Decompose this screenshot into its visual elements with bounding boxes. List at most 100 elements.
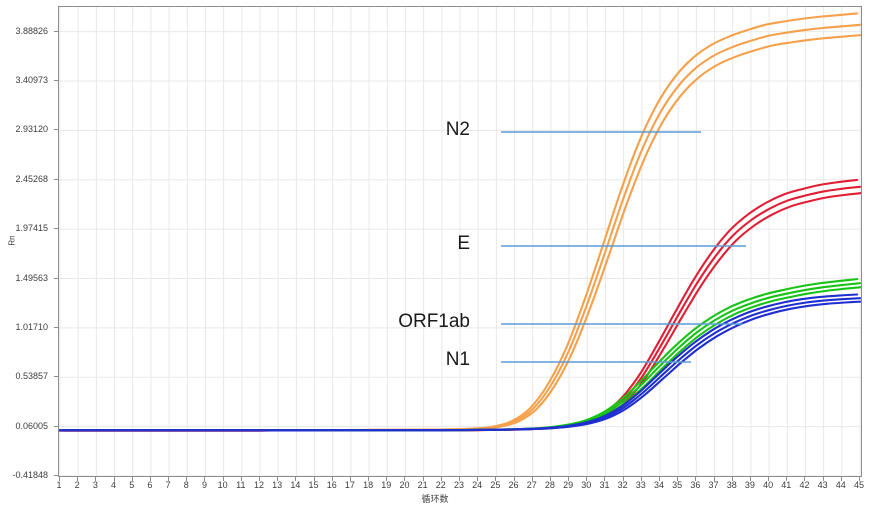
y-tick-mark: [54, 475, 59, 476]
x-tick-mark: [822, 477, 824, 481]
x-tick-label: 42: [799, 480, 810, 490]
x-tick-mark: [204, 477, 206, 481]
x-tick-mark: [404, 477, 406, 481]
x-tick-mark: [459, 477, 460, 481]
x-tick-label: 14: [290, 480, 301, 490]
x-tick-label: 39: [744, 480, 755, 490]
x-tick-mark: [786, 477, 788, 481]
x-tick-mark: [640, 477, 642, 481]
x-tick-mark: [622, 477, 624, 481]
y-tick-mark: [54, 30, 59, 32]
x-tick-mark: [513, 477, 515, 481]
x-tick-mark: [277, 477, 279, 481]
y-tick-mark: [54, 277, 59, 279]
x-tick-mark: [495, 477, 497, 481]
x-tick-mark: [349, 477, 351, 481]
x-tick-label: 30: [581, 480, 592, 490]
x-tick-mark: [477, 477, 479, 481]
y-tick-label: 1.01710: [15, 321, 48, 332]
x-tick-label: 17: [344, 480, 355, 490]
x-tick-mark: [131, 477, 133, 481]
x-tick-mark: [422, 477, 424, 481]
x-tick-label: 16: [326, 480, 337, 490]
x-tick-label: 4: [111, 480, 117, 490]
x-tick-mark: [713, 477, 715, 481]
x-tick-label: 22: [435, 480, 446, 490]
x-tick-label: 26: [508, 480, 519, 490]
x-tick-mark: [440, 477, 442, 481]
x-tick-mark: [677, 477, 679, 481]
x-tick-label: 32: [617, 480, 628, 490]
y-tick-label: 3.88826: [15, 25, 48, 36]
x-tick-label: 2: [74, 480, 80, 490]
y-tick-label: 1.49563: [15, 272, 48, 283]
x-tick-label: 41: [781, 480, 792, 490]
x-tick-mark: [313, 477, 315, 481]
x-tick-label: 20: [399, 480, 410, 490]
y-tick-label: -0.41848: [12, 470, 48, 480]
x-tick-mark: [331, 477, 333, 481]
x-tick-mark: [768, 477, 770, 481]
x-tick-label: 35: [672, 480, 683, 490]
x-tick-mark: [568, 477, 570, 481]
y-tick-mark: [54, 228, 59, 230]
y-tick-label: 2.45268: [15, 173, 48, 184]
x-tick-mark: [77, 477, 79, 481]
y-tick-label: 2.93120: [15, 124, 48, 135]
x-tick-mark: [695, 477, 697, 481]
x-tick-mark: [604, 477, 606, 481]
y-tick-label: 0.53857: [15, 371, 48, 382]
x-tick-label: 6: [147, 480, 153, 490]
x-tick-mark: [749, 477, 751, 481]
x-tick-label: 37: [708, 480, 719, 490]
annotation-label-orf1ab: ORF1ab: [398, 311, 470, 332]
x-tick-mark: [859, 477, 860, 481]
x-tick-label: 12: [253, 480, 264, 490]
x-tick-label: 3: [92, 480, 98, 490]
y-tick-mark: [54, 425, 59, 427]
x-tick-label: 13: [272, 480, 283, 490]
annotation-label-n1: N1: [445, 349, 470, 370]
x-tick-mark: [659, 477, 660, 481]
x-tick-mark: [59, 477, 60, 481]
x-tick-mark: [168, 477, 170, 481]
annotation-label-e: E: [457, 233, 470, 254]
y-tick-mark: [54, 326, 59, 328]
x-tick-label: 19: [381, 480, 392, 490]
x-axis-ticks: 1 2 3 4 5 6 7 8 9 10 11 12 13 14 15 16 17 18 19 20 21 22 23 24 2…: [0, 479, 870, 495]
x-axis-title: 循环数: [421, 494, 449, 504]
x-tick-mark: [840, 477, 842, 481]
annotation-leader-lines: [501, 131, 746, 363]
y-tick-mark: [54, 80, 59, 82]
y-tick-label: 3.40973: [15, 75, 48, 86]
plot-area: [58, 6, 862, 477]
y-tick-label: 0.06005: [15, 420, 48, 431]
x-tick-mark: [240, 477, 242, 481]
x-tick-label: 18: [363, 480, 374, 490]
x-tick-mark: [95, 477, 97, 481]
y-axis-ticks: 3.88826 3.40973 2.93120 2.45268 1.97415 1.495…: [0, 0, 59, 510]
x-tick-mark: [731, 477, 733, 481]
x-tick-mark: [586, 477, 588, 481]
x-tick-label: 43: [817, 480, 828, 490]
x-tick-mark: [149, 477, 151, 481]
x-tick-label: 1: [56, 480, 62, 490]
x-tick-mark: [386, 477, 388, 481]
x-tick-mark: [295, 477, 297, 481]
x-tick-label: 9: [201, 480, 207, 490]
x-tick-label: 40: [763, 480, 774, 490]
x-tick-label: 38: [726, 480, 737, 490]
y-tick-mark: [54, 376, 59, 378]
x-tick-label: 28: [544, 480, 555, 490]
x-tick-label: 33: [635, 480, 646, 490]
x-tick-mark: [531, 477, 533, 481]
y-tick-mark: [54, 178, 59, 180]
x-tick-mark: [222, 477, 224, 481]
x-tick-mark: [186, 477, 188, 481]
x-tick-label: 36: [690, 480, 701, 490]
x-tick-label: 27: [526, 480, 537, 490]
x-tick-label: 45: [853, 480, 864, 490]
x-tick-mark: [368, 477, 370, 481]
x-tick-label: 10: [217, 480, 228, 490]
